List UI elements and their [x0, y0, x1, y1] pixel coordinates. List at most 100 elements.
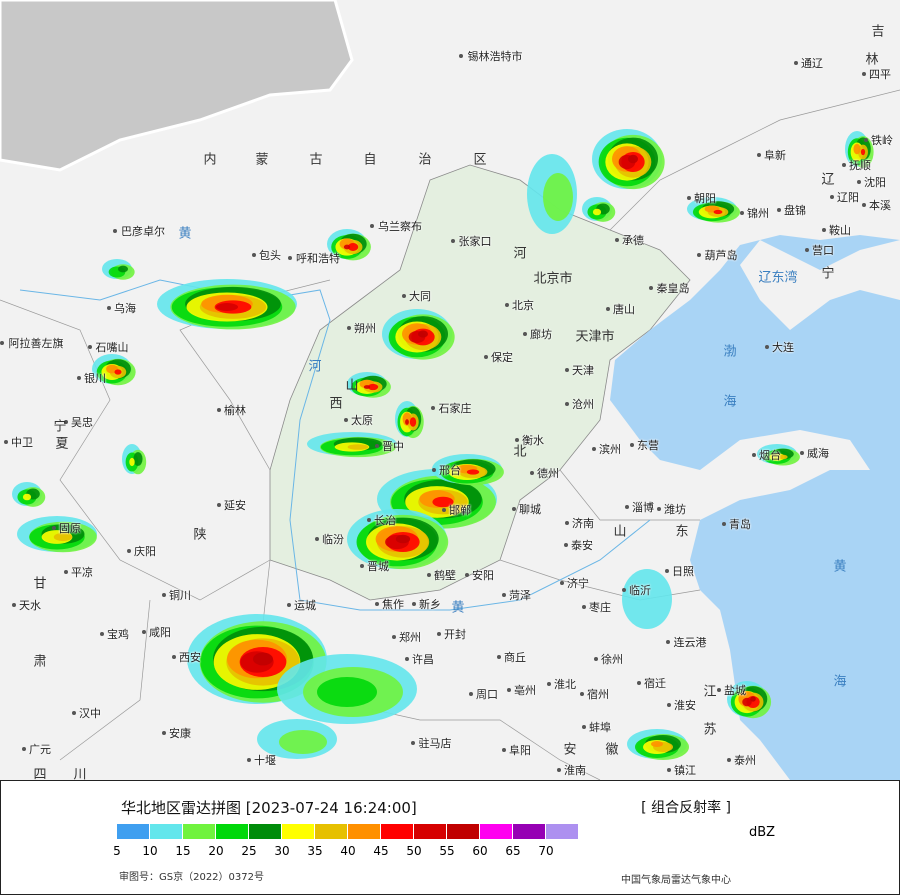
city-label: 日照 — [672, 565, 694, 578]
city-marker — [530, 471, 534, 475]
echo-cell — [253, 652, 273, 666]
city-marker — [565, 368, 569, 372]
city-marker — [842, 163, 846, 167]
city-label: 淄博 — [632, 501, 654, 514]
city-label: 包头 — [259, 249, 281, 262]
city-marker — [740, 211, 744, 215]
city-label: 巴彦卓尔 — [121, 225, 165, 238]
city-label: 济宁 — [567, 577, 589, 590]
scale-tick: 25 — [241, 844, 257, 858]
city-marker — [0, 341, 4, 345]
city-label: 开封 — [444, 628, 466, 641]
echo-cell — [853, 143, 861, 155]
echo-cell — [742, 697, 752, 707]
city-label: 宿迁 — [644, 677, 666, 690]
province-label: 林 — [865, 52, 879, 68]
city-marker — [402, 294, 406, 298]
city-label: 吴忠 — [71, 416, 93, 429]
echo-cell — [114, 369, 122, 375]
city-label: 通辽 — [801, 57, 823, 70]
city-marker — [392, 635, 396, 639]
city-label: 东营 — [637, 439, 659, 452]
city-label: 泰安 — [571, 539, 593, 552]
city-label: 德州 — [537, 467, 559, 480]
echo-cell — [347, 243, 359, 251]
city-label: 固原 — [59, 522, 81, 535]
city-marker — [502, 748, 506, 752]
province-label: 宁 — [53, 419, 67, 435]
city-marker — [502, 593, 506, 597]
echo-cell — [215, 303, 239, 311]
city-marker — [52, 526, 56, 530]
city-label: 亳州 — [514, 684, 536, 697]
city-marker — [649, 286, 653, 290]
city-marker — [794, 61, 798, 65]
city-marker — [64, 570, 68, 574]
city-marker — [606, 307, 610, 311]
city-label: 唐山 — [613, 303, 635, 316]
scale-swatch — [249, 824, 282, 839]
echo-cell — [347, 444, 369, 450]
water-label: 海 — [833, 674, 847, 690]
city-marker — [497, 655, 501, 659]
city-label: 新乡 — [419, 598, 441, 611]
map-title: 华北地区雷达拼图 [2023-07-24 16:24:00] — [121, 799, 417, 817]
city-label: 营口 — [812, 244, 834, 257]
scale-tick: 60 — [472, 844, 488, 858]
city-marker — [580, 692, 584, 696]
province-label: 北 — [513, 444, 527, 460]
water-label: 黄 — [178, 226, 192, 242]
city-marker — [370, 224, 374, 228]
city-label: 呼和浩特 — [296, 252, 340, 265]
radar-map: 锡林浩特市 通辽 四平 巴彦卓尔 包头 呼和浩特 乌兰察布 张家口 北京 承德 秦皇岛 唐山 廊坊 天津 保… — [0, 0, 900, 783]
city-label: 平凉 — [71, 566, 93, 579]
province-label: 宁 — [821, 266, 835, 282]
city-marker — [515, 438, 519, 442]
city-marker — [288, 256, 292, 260]
scale-swatch — [546, 824, 579, 839]
city-label: 泰州 — [734, 754, 756, 767]
city-marker — [523, 332, 527, 336]
city-label: 四平 — [869, 68, 891, 81]
province-label: 陕 — [193, 527, 207, 543]
city-label: 保定 — [491, 351, 513, 364]
city-label: 本溪 — [869, 199, 891, 212]
echo-cell — [133, 452, 143, 466]
city-marker — [451, 239, 455, 243]
city-label: 西安 — [179, 651, 201, 664]
city-marker — [431, 406, 435, 410]
scale-swatch — [480, 824, 513, 839]
echo-cell — [53, 532, 73, 542]
city-marker — [465, 573, 469, 577]
scale-swatch — [150, 824, 183, 839]
echo-cell — [651, 741, 663, 747]
city-marker — [162, 593, 166, 597]
city-marker — [344, 418, 348, 422]
province-label: 甘 — [33, 576, 47, 592]
city-label: 抚顺 — [849, 159, 871, 172]
city-label: 许昌 — [412, 653, 434, 666]
city-label: 汉中 — [79, 707, 101, 720]
province-label: 蒙 — [255, 152, 269, 168]
legend-panel: 华北地区雷达拼图 [2023-07-24 16:24:00] [ 组合反射率 ]… — [0, 780, 900, 895]
city-marker — [88, 345, 92, 349]
city-label: 烟台 — [759, 449, 781, 462]
province-label: 肃 — [33, 654, 47, 670]
province-label: 山 — [345, 378, 359, 394]
city-marker — [367, 518, 371, 522]
city-label: 临沂 — [629, 584, 651, 597]
city-label: 驻马店 — [418, 737, 452, 750]
city-marker — [217, 408, 221, 412]
city-marker — [437, 632, 441, 636]
city-label: 长治 — [374, 514, 396, 527]
city-marker — [777, 208, 781, 212]
city-label: 大同 — [409, 290, 431, 303]
city-marker — [805, 248, 809, 252]
city-label: 辽阳 — [837, 191, 859, 204]
city-marker — [405, 657, 409, 661]
city-label: 焦作 — [382, 598, 404, 611]
echo-cell — [432, 496, 454, 508]
product-label: [ 组合反射率 ] — [641, 800, 731, 816]
scale-swatch — [216, 824, 249, 839]
city-marker — [765, 345, 769, 349]
